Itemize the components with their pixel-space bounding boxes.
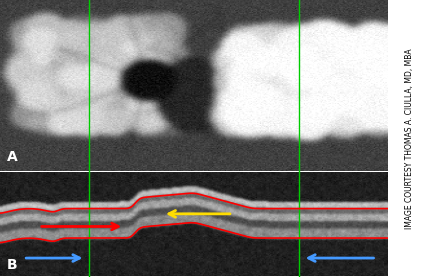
Text: IMAGE COURTESY THOMAS A. CIULLA, MD, MBA: IMAGE COURTESY THOMAS A. CIULLA, MD, MBA: [405, 48, 414, 229]
Text: B: B: [7, 258, 17, 272]
Text: A: A: [7, 150, 17, 164]
